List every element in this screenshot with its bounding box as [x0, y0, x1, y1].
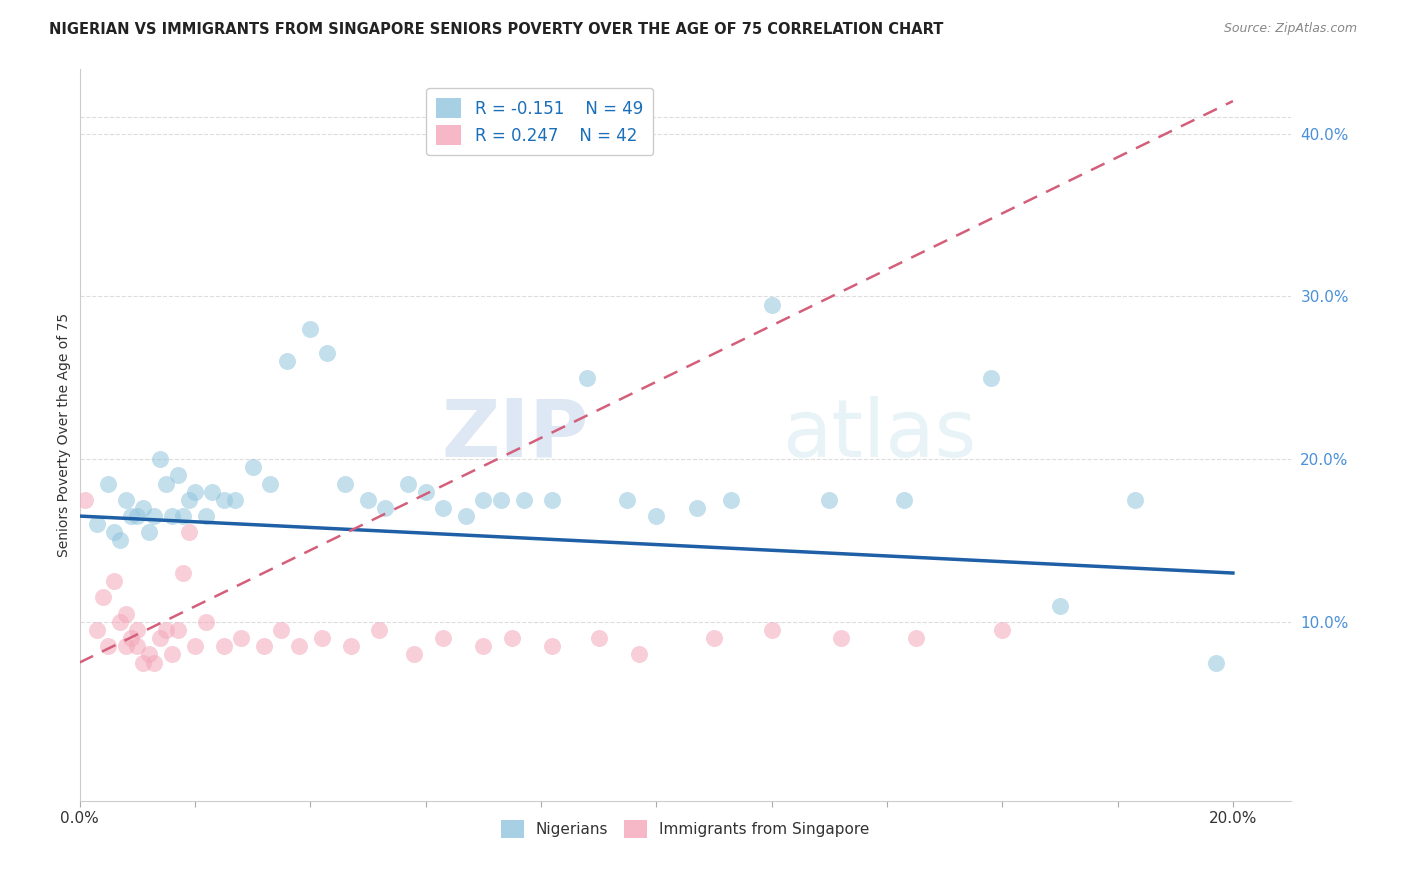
Point	[259, 476, 281, 491]
Legend: Nigerians, Immigrants from Singapore: Nigerians, Immigrants from Singapore	[495, 814, 876, 845]
Point	[172, 566, 194, 580]
Point	[616, 492, 638, 507]
Point	[160, 648, 183, 662]
Point	[253, 640, 276, 654]
Point	[201, 484, 224, 499]
Point	[149, 631, 172, 645]
Point	[120, 509, 142, 524]
Point	[489, 492, 512, 507]
Point	[270, 623, 292, 637]
Point	[155, 623, 177, 637]
Point	[904, 631, 927, 645]
Point	[645, 509, 668, 524]
Point	[132, 500, 155, 515]
Point	[172, 509, 194, 524]
Point	[287, 640, 309, 654]
Text: Source: ZipAtlas.com: Source: ZipAtlas.com	[1223, 22, 1357, 36]
Point	[703, 631, 725, 645]
Point	[184, 484, 207, 499]
Point	[149, 452, 172, 467]
Point	[830, 631, 852, 645]
Point	[339, 640, 361, 654]
Point	[177, 492, 200, 507]
Point	[368, 623, 391, 637]
Point	[576, 370, 599, 384]
Point	[415, 484, 437, 499]
Point	[685, 500, 707, 515]
Point	[184, 640, 207, 654]
Point	[627, 648, 650, 662]
Point	[374, 500, 396, 515]
Point	[103, 525, 125, 540]
Point	[127, 640, 149, 654]
Point	[120, 631, 142, 645]
Point	[991, 623, 1014, 637]
Point	[108, 615, 131, 629]
Point	[242, 460, 264, 475]
Point	[402, 648, 425, 662]
Point	[97, 640, 120, 654]
Point	[357, 492, 380, 507]
Point	[472, 492, 495, 507]
Point	[761, 623, 783, 637]
Point	[75, 492, 97, 507]
Point	[396, 476, 419, 491]
Point	[316, 346, 339, 360]
Point	[160, 509, 183, 524]
Point	[138, 525, 160, 540]
Point	[893, 492, 915, 507]
Point	[311, 631, 333, 645]
Point	[86, 623, 108, 637]
Point	[138, 648, 160, 662]
Point	[432, 500, 454, 515]
Point	[143, 509, 166, 524]
Point	[114, 492, 136, 507]
Point	[114, 607, 136, 621]
Point	[127, 509, 149, 524]
Point	[512, 492, 534, 507]
Point	[195, 509, 218, 524]
Point	[472, 640, 495, 654]
Point	[86, 517, 108, 532]
Point	[166, 623, 188, 637]
Text: atlas: atlas	[782, 396, 976, 474]
Point	[541, 640, 564, 654]
Point	[166, 468, 188, 483]
Point	[229, 631, 252, 645]
Text: ZIP: ZIP	[441, 396, 588, 474]
Point	[818, 492, 841, 507]
Point	[299, 322, 322, 336]
Point	[454, 509, 477, 524]
Point	[432, 631, 454, 645]
Y-axis label: Seniors Poverty Over the Age of 75: Seniors Poverty Over the Age of 75	[58, 312, 72, 557]
Point	[212, 492, 235, 507]
Point	[103, 574, 125, 589]
Point	[114, 640, 136, 654]
Point	[155, 476, 177, 491]
Point	[501, 631, 523, 645]
Point	[1049, 599, 1071, 613]
Point	[1205, 656, 1227, 670]
Point	[195, 615, 218, 629]
Point	[720, 492, 742, 507]
Point	[127, 623, 149, 637]
Text: NIGERIAN VS IMMIGRANTS FROM SINGAPORE SENIORS POVERTY OVER THE AGE OF 75 CORRELA: NIGERIAN VS IMMIGRANTS FROM SINGAPORE SE…	[49, 22, 943, 37]
Point	[333, 476, 356, 491]
Point	[224, 492, 246, 507]
Point	[212, 640, 235, 654]
Point	[980, 370, 1002, 384]
Point	[541, 492, 564, 507]
Point	[108, 533, 131, 548]
Point	[143, 656, 166, 670]
Point	[177, 525, 200, 540]
Point	[276, 354, 298, 368]
Point	[588, 631, 610, 645]
Point	[97, 476, 120, 491]
Point	[1123, 492, 1146, 507]
Point	[132, 656, 155, 670]
Point	[761, 297, 783, 311]
Point	[91, 591, 114, 605]
